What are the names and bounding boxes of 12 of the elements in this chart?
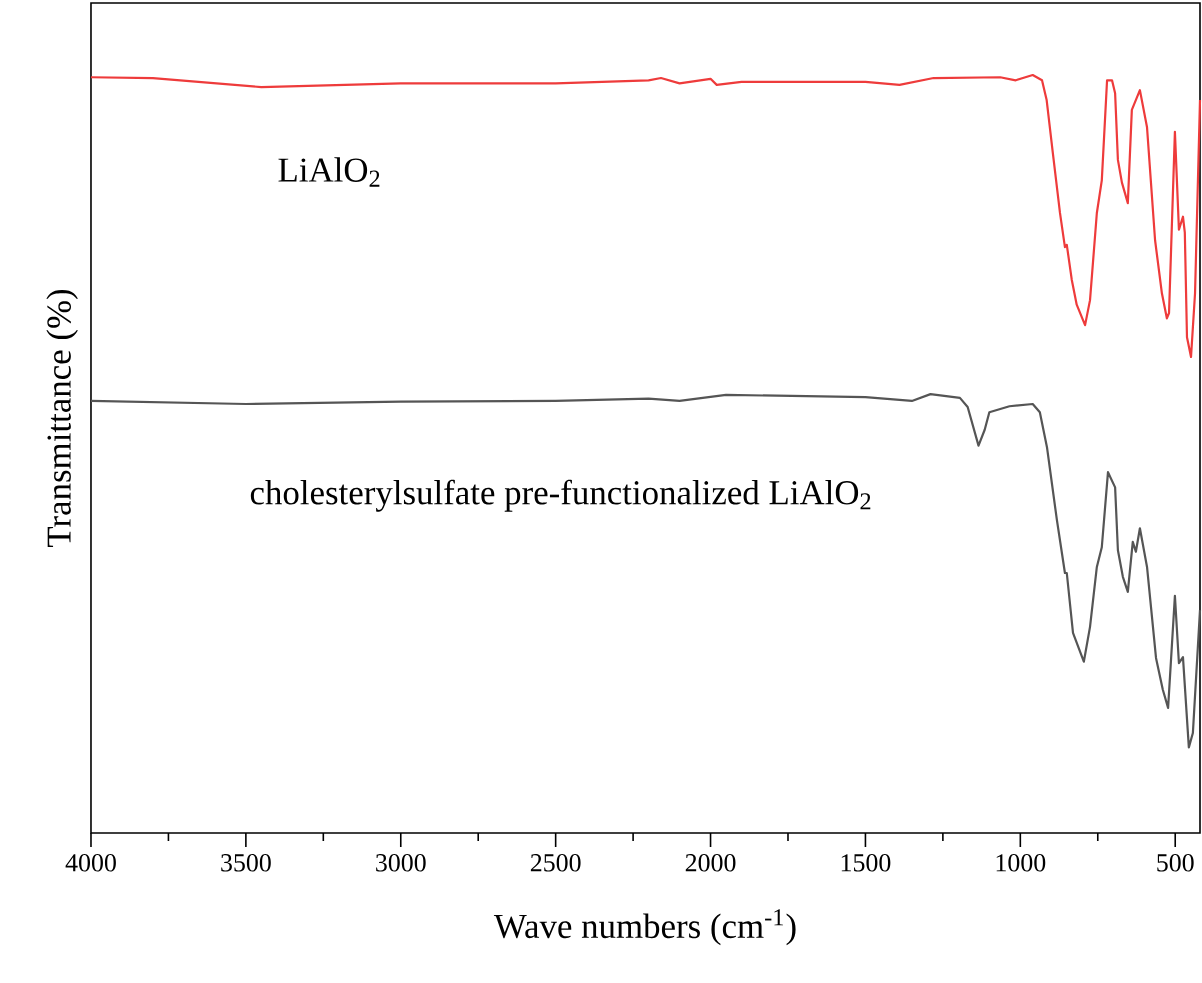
x-tick-label: 3000 <box>376 854 426 872</box>
x-axis-title: Wave numbers (cm$^{-1}$) <box>493 909 796 946</box>
x-tick-label: 500 <box>1157 854 1194 872</box>
text: cholesterylsulfate pre-functionalized LiAlO$_{2}$ <box>250 479 871 512</box>
text: LiAlO$_{2}$ <box>278 157 380 187</box>
x-tick-label: 1500 <box>841 854 891 872</box>
x-tick-label: 1000 <box>996 854 1046 872</box>
x-tick-label: 3500 <box>221 854 271 872</box>
x-tick-label: 4000 <box>65 854 116 872</box>
y-axis-title: Transmittance (%) <box>46 289 78 547</box>
x-tick-label: 2500 <box>530 854 581 872</box>
x-tick-label: 2000 <box>685 854 736 872</box>
